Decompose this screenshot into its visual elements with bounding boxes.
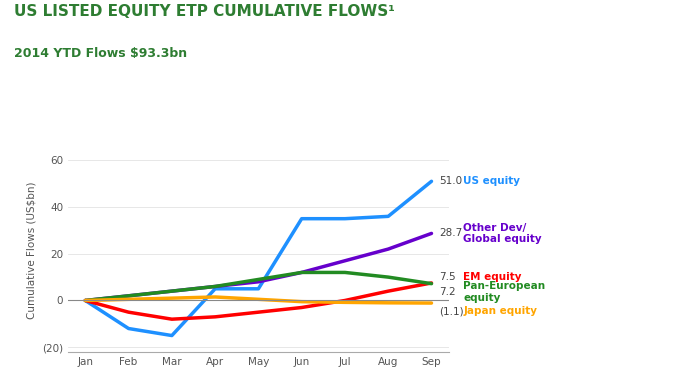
Text: 7.5: 7.5 [439,272,456,282]
Text: US equity: US equity [463,176,520,186]
Text: Pan-European
equity: Pan-European equity [463,281,545,303]
Y-axis label: Cumulative Flows (US$bn): Cumulative Flows (US$bn) [27,181,37,319]
Text: Japan equity: Japan equity [463,306,537,316]
Text: Other Dev/
Global equity: Other Dev/ Global equity [463,222,542,244]
Text: US LISTED EQUITY ETP CUMULATIVE FLOWS¹: US LISTED EQUITY ETP CUMULATIVE FLOWS¹ [14,4,394,19]
Text: 2014 YTD Flows $93.3bn: 2014 YTD Flows $93.3bn [14,47,187,60]
Text: EM equity: EM equity [463,272,522,282]
Text: 28.7: 28.7 [439,228,462,239]
Text: (1.1): (1.1) [439,306,464,316]
Text: 51.0: 51.0 [439,176,462,186]
Text: 7.2: 7.2 [439,287,456,297]
